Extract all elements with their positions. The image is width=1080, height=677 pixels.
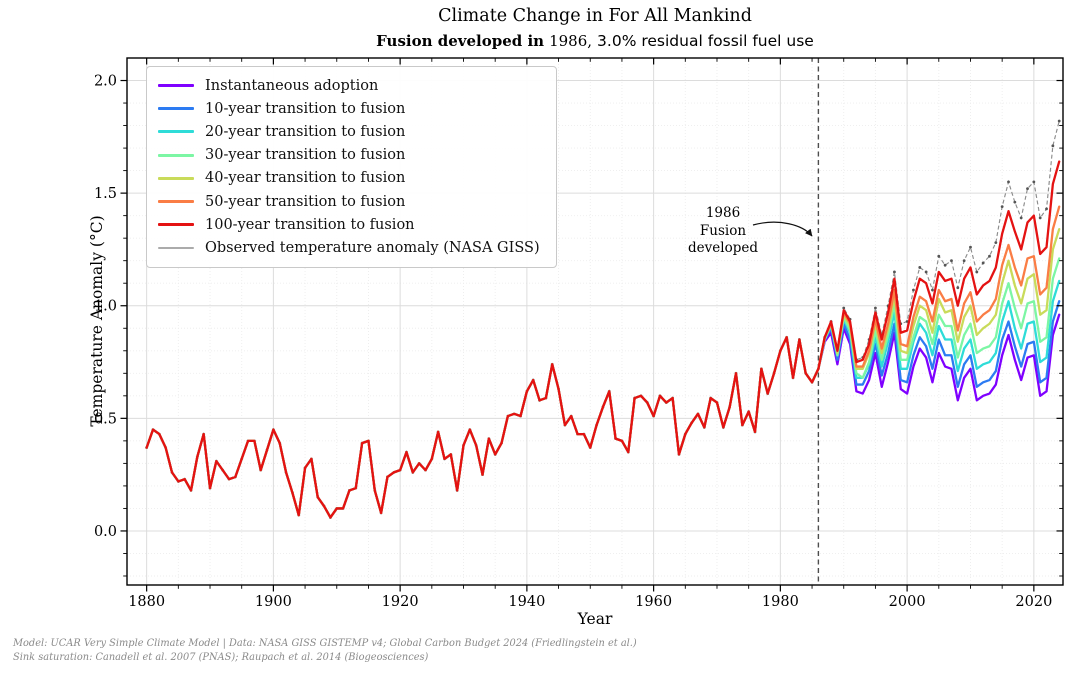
svg-text:1.0: 1.0 xyxy=(94,299,117,315)
svg-text:1960: 1960 xyxy=(635,594,672,610)
chart-title: Climate Change in For All Mankind xyxy=(438,6,752,26)
svg-text:2020: 2020 xyxy=(1015,594,1052,610)
subtitle-detail-text: 3.0% residual fossil fuel use xyxy=(597,32,814,50)
svg-text:0.0: 0.0 xyxy=(94,524,117,540)
y-axis-label: Temperature Anomaly (°C) xyxy=(88,215,106,427)
legend-swatch-icon xyxy=(158,84,194,88)
legend-item-4: 40-year transition to fusion xyxy=(158,167,540,190)
annotation-line-2: Fusion xyxy=(699,222,747,239)
legend-label: 40-year transition to fusion xyxy=(205,170,406,187)
subtitle-bold-text: Fusion developed in xyxy=(376,32,545,50)
svg-text:1940: 1940 xyxy=(508,594,545,610)
legend-swatch-icon xyxy=(158,176,194,180)
footer-line-1: Model: UCAR Very Simple Climate Model | … xyxy=(13,638,637,649)
legend-item-0: Instantaneous adoption xyxy=(158,74,540,97)
legend-item-2: 20-year transition to fusion xyxy=(158,120,540,143)
legend-label: Instantaneous adoption xyxy=(205,77,379,94)
legend-swatch-icon xyxy=(158,130,194,134)
svg-text:2.0: 2.0 xyxy=(94,74,117,90)
series-line-2 xyxy=(145,279,1061,519)
legend-swatch-icon xyxy=(158,153,194,157)
svg-text:1920: 1920 xyxy=(382,594,419,610)
svg-text:1980: 1980 xyxy=(762,594,799,610)
footer: Model: UCAR Very Simple Climate Model | … xyxy=(13,637,637,665)
tick-labels: 1880 1900 1920 1940 1960 1980 2000 2020 0.0 0.5 1.… xyxy=(94,74,1052,610)
legend-label: 30-year transition to fusion xyxy=(205,147,406,164)
legend-label: 50-year transition to fusion xyxy=(205,193,406,210)
svg-text:1900: 1900 xyxy=(255,594,292,610)
legend-swatch-icon xyxy=(158,107,194,111)
svg-text:1880: 1880 xyxy=(128,594,165,610)
legend-swatch-icon xyxy=(158,200,194,204)
chart-subtitle: Fusion developed in 1986, 3.0% residual fo… xyxy=(127,32,1063,50)
legend-label: 100-year transition to fusion xyxy=(205,216,415,233)
legend-swatch-icon xyxy=(158,247,194,249)
svg-text:0.5: 0.5 xyxy=(94,411,117,427)
legend-swatch-icon xyxy=(158,223,194,227)
annotation-1986: 1986 Fusion developed xyxy=(660,205,786,258)
annotation-line-3: developed xyxy=(688,240,758,256)
legend-item-5: 50-year transition to fusion xyxy=(158,190,540,213)
series-line-6 xyxy=(145,160,1061,519)
svg-text:2000: 2000 xyxy=(889,594,926,610)
legend-item-3: 30-year transition to fusion xyxy=(158,144,540,167)
legend: Instantaneous adoption 10-year transition… xyxy=(146,66,557,268)
series-line-0 xyxy=(145,313,1061,519)
plot-frame xyxy=(126,57,1064,586)
footer-line-2: Sink saturation: Canadell et al. 2007 (P… xyxy=(13,651,429,663)
legend-label: 10-year transition to fusion xyxy=(205,100,406,117)
annotation-arrow-icon xyxy=(752,221,813,237)
legend-item-1: 10-year transition to fusion xyxy=(158,97,540,120)
x-axis-label: Year xyxy=(577,610,613,628)
legend-item-7: Observed temperature anomaly (NASA GISS) xyxy=(158,236,540,259)
legend-label: 20-year transition to fusion xyxy=(205,123,406,140)
svg-text:1.5: 1.5 xyxy=(94,186,117,202)
axis-ticks xyxy=(120,58,1063,592)
legend-item-6: 100-year transition to fusion xyxy=(158,213,540,236)
annotation-line-1: 1986 xyxy=(705,205,741,221)
subtitle-year-text: 1986, xyxy=(549,32,593,50)
legend-label: Observed temperature anomaly (NASA GISS) xyxy=(205,239,540,256)
